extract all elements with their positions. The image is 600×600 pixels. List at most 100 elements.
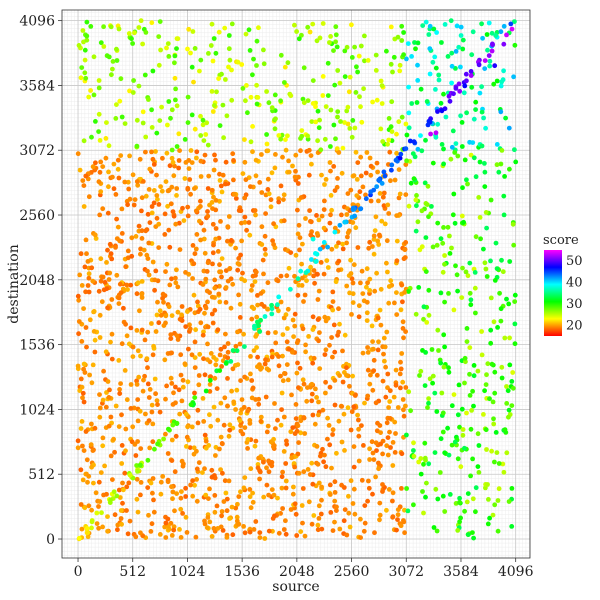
data-point xyxy=(189,112,195,118)
data-point xyxy=(234,514,240,520)
data-point xyxy=(179,489,184,494)
data-point xyxy=(200,470,205,475)
data-point xyxy=(286,265,292,271)
data-point xyxy=(242,278,248,284)
data-point xyxy=(245,110,250,116)
data-point xyxy=(329,246,335,252)
data-point xyxy=(157,19,163,24)
data-point xyxy=(80,28,86,33)
data-point xyxy=(146,187,152,192)
data-point xyxy=(290,317,296,323)
legend-title: score xyxy=(543,233,579,248)
x-tick-label: 4096 xyxy=(498,564,534,580)
data-point xyxy=(111,436,116,442)
data-point xyxy=(278,299,284,305)
data-point xyxy=(228,238,234,243)
data-point xyxy=(386,405,391,410)
data-point xyxy=(332,225,338,231)
data-point xyxy=(331,48,336,53)
data-point xyxy=(134,476,140,482)
data-point xyxy=(243,98,248,104)
data-point xyxy=(210,261,215,267)
data-point xyxy=(193,246,199,252)
data-point xyxy=(115,224,121,230)
data-point xyxy=(313,119,319,125)
data-point xyxy=(323,104,329,109)
data-point xyxy=(151,200,157,206)
data-point xyxy=(300,486,306,491)
data-point xyxy=(388,278,394,284)
data-point xyxy=(109,356,115,362)
data-point xyxy=(213,236,219,242)
data-point xyxy=(154,312,160,318)
data-point xyxy=(283,147,289,153)
data-point xyxy=(99,510,104,516)
data-point xyxy=(160,295,166,301)
data-point xyxy=(96,179,102,185)
data-point xyxy=(283,518,288,524)
data-point xyxy=(259,224,265,230)
data-point xyxy=(164,383,170,389)
data-point xyxy=(194,477,200,482)
plot-border xyxy=(61,9,531,559)
data-point xyxy=(488,197,494,203)
data-point xyxy=(202,152,208,158)
data-point xyxy=(142,337,148,343)
data-point xyxy=(227,516,233,521)
data-point xyxy=(110,477,115,482)
data-point xyxy=(413,197,419,203)
data-point xyxy=(273,340,279,346)
data-point xyxy=(292,323,298,329)
data-point xyxy=(352,125,358,131)
data-point xyxy=(340,348,345,354)
data-point xyxy=(161,436,167,442)
data-point xyxy=(215,327,221,333)
data-point xyxy=(210,221,216,227)
data-point xyxy=(310,481,316,487)
data-point xyxy=(254,314,260,320)
data-point xyxy=(169,107,175,113)
data-point xyxy=(139,327,145,333)
data-point xyxy=(184,434,190,440)
data-point xyxy=(209,467,215,473)
data-point xyxy=(108,497,113,503)
data-point xyxy=(169,155,175,161)
data-point xyxy=(78,426,84,431)
data-point xyxy=(293,168,298,174)
data-point xyxy=(255,462,261,467)
data-point xyxy=(402,290,407,295)
data-point xyxy=(253,519,259,524)
data-point xyxy=(216,76,222,81)
data-point xyxy=(346,493,351,499)
data-point xyxy=(295,231,301,237)
data-point xyxy=(242,344,247,349)
data-point xyxy=(200,396,206,401)
data-point xyxy=(401,52,406,58)
data-point xyxy=(394,150,399,156)
data-point xyxy=(106,143,112,149)
data-point xyxy=(229,388,235,394)
data-point xyxy=(145,211,151,217)
data-point xyxy=(130,424,136,430)
data-point xyxy=(318,147,324,153)
data-point xyxy=(286,158,291,164)
data-point xyxy=(123,321,128,327)
data-point xyxy=(111,161,117,167)
data-point xyxy=(87,372,92,378)
data-point xyxy=(112,449,117,455)
data-point xyxy=(342,507,348,512)
data-point xyxy=(261,459,266,465)
data-point xyxy=(468,297,474,303)
data-point xyxy=(336,267,341,273)
data-point xyxy=(348,257,353,263)
data-point xyxy=(336,418,342,424)
data-point xyxy=(168,201,174,207)
data-point xyxy=(315,317,321,322)
data-point xyxy=(198,158,204,164)
data-point xyxy=(198,237,204,243)
data-point xyxy=(188,402,194,407)
data-point xyxy=(370,339,375,344)
data-point xyxy=(234,387,240,393)
data-point xyxy=(449,63,455,69)
data-point xyxy=(113,116,119,121)
